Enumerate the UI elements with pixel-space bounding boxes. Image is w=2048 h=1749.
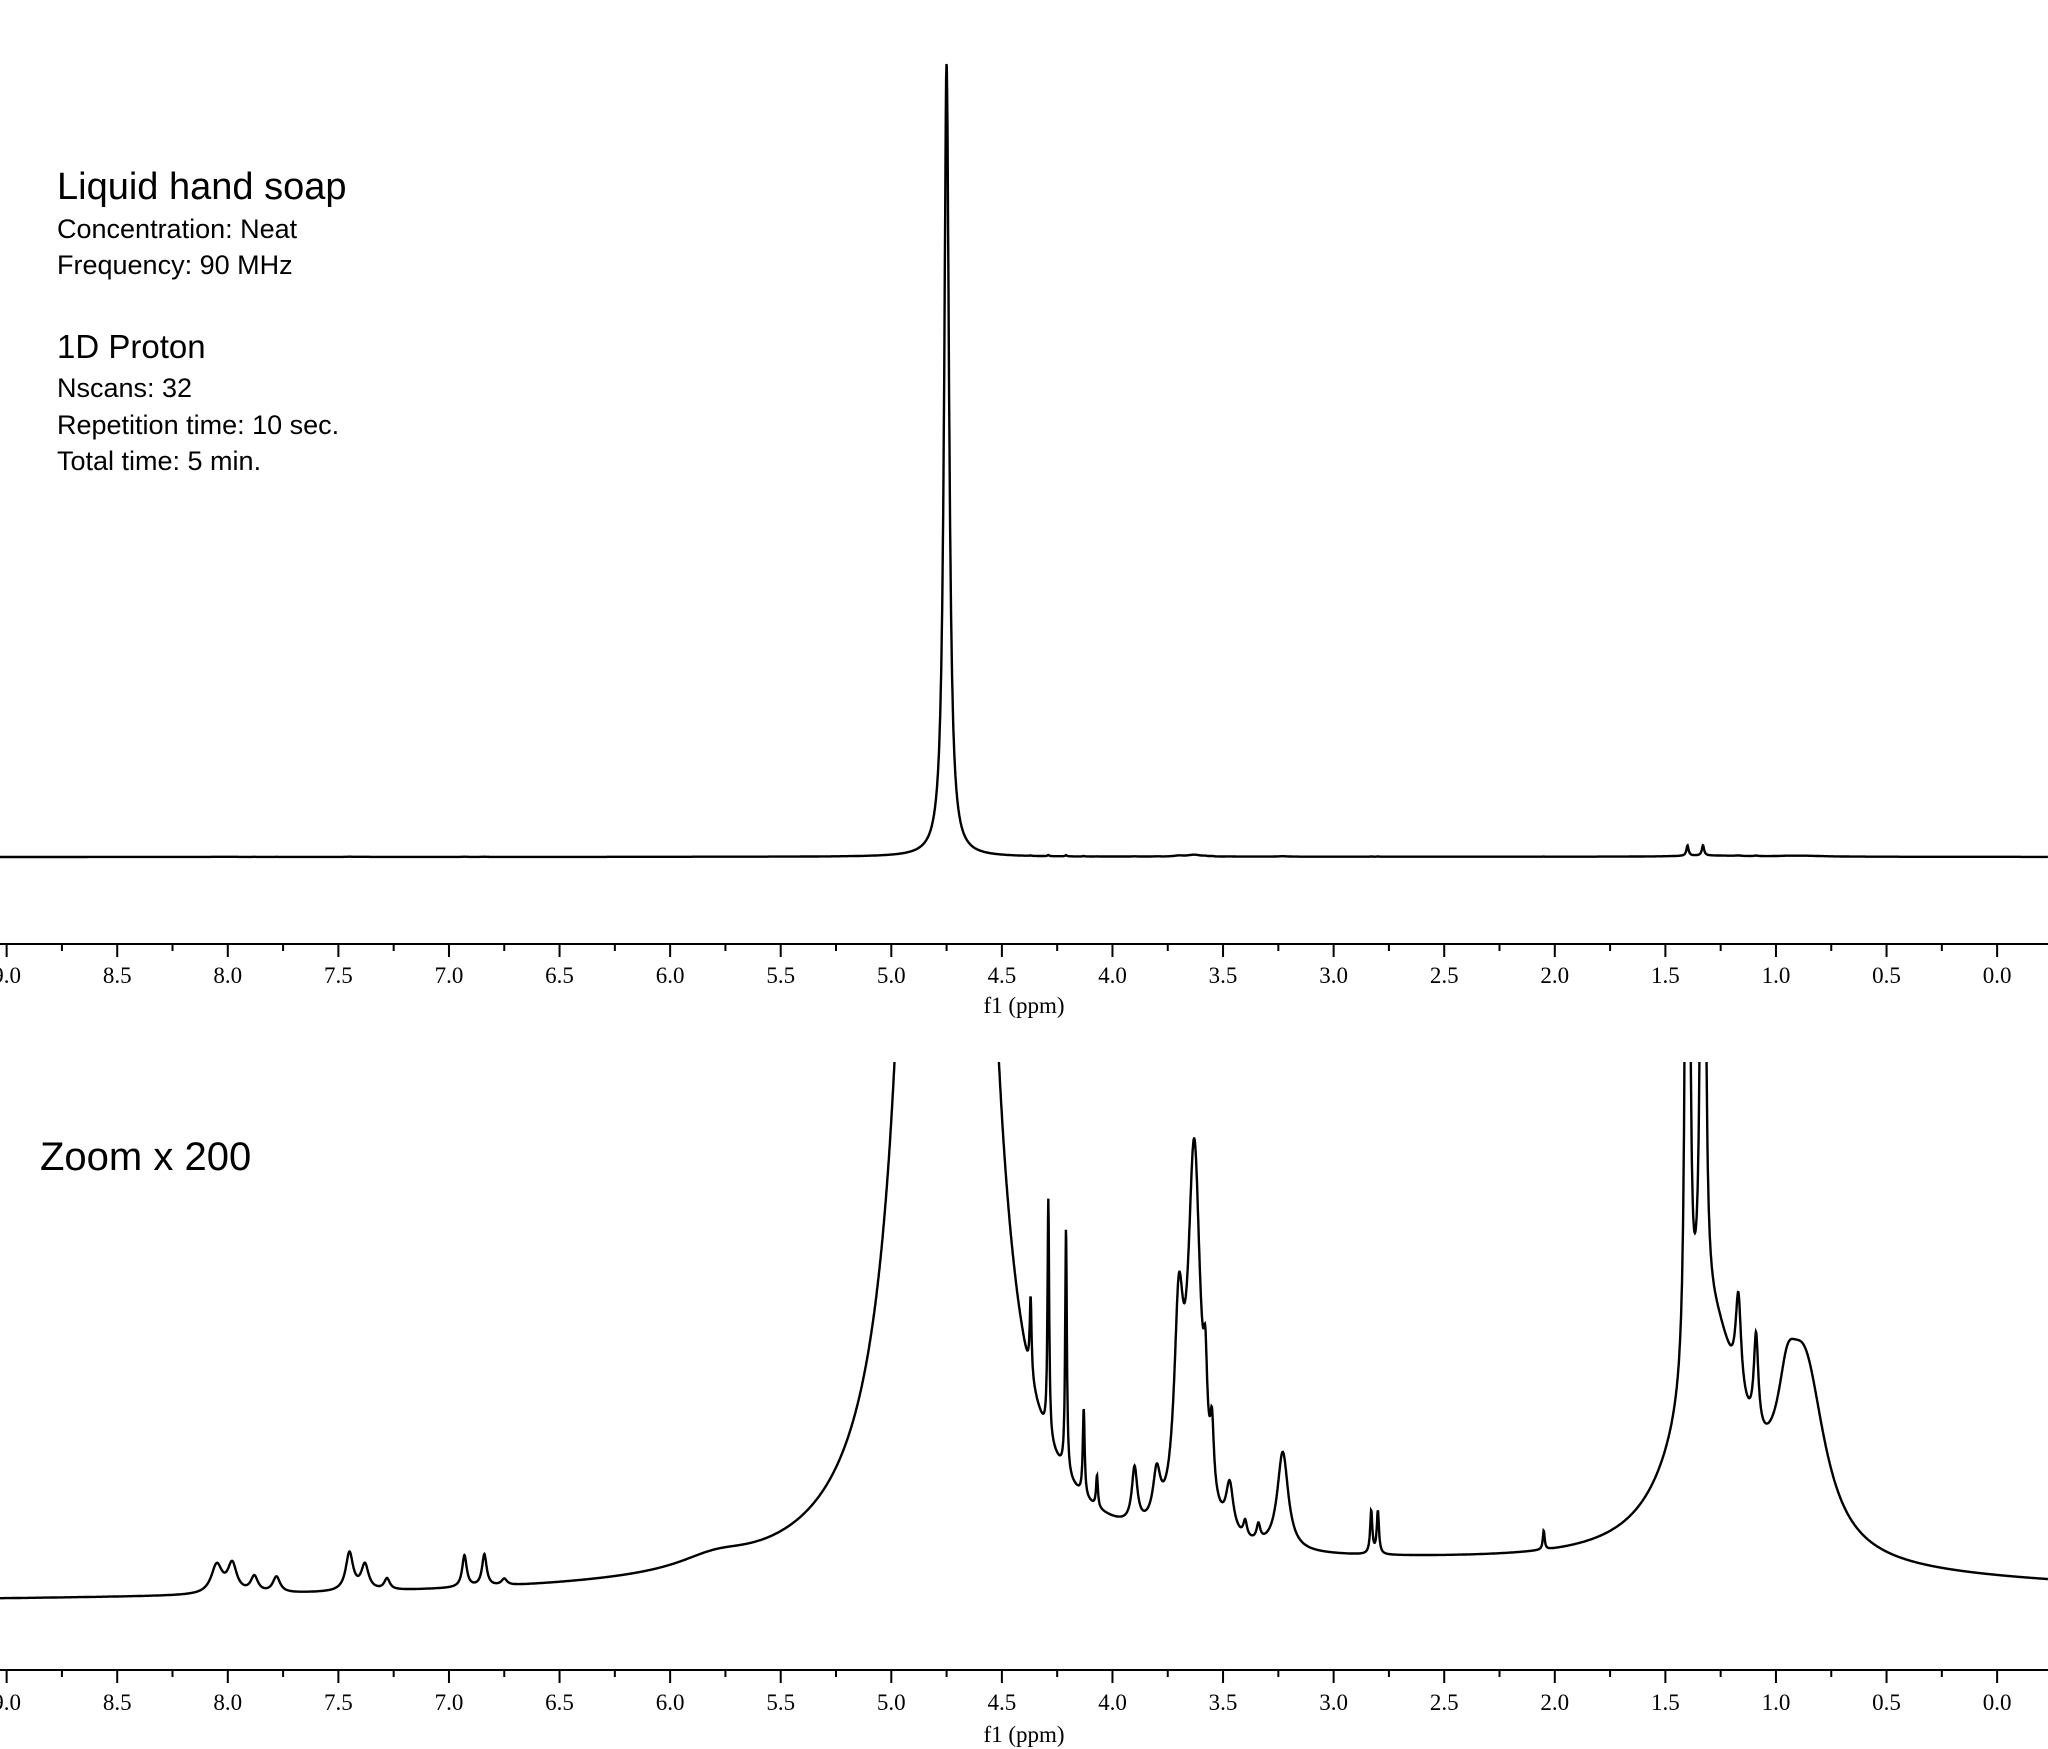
repetition-time-text: Repetition time: 10 sec. [57, 410, 339, 440]
x-tick-label: 6.5 [545, 963, 574, 988]
x-tick-label: 8.5 [103, 963, 132, 988]
spectrum-trace-full [0, 63, 2048, 859]
zoom-label: Zoom x 200 [40, 1135, 251, 1179]
total-time-text: Total time: 5 min. [57, 446, 261, 476]
x-tick-label: 3.0 [1319, 1690, 1348, 1715]
x-tick-label: 2.0 [1540, 1690, 1569, 1715]
frequency-text: Frequency: 90 MHz [57, 250, 293, 280]
x-tick-label: 8.0 [213, 963, 242, 988]
x-tick-label: 1.0 [1762, 1690, 1791, 1715]
x-tick-label: 2.5 [1430, 963, 1459, 988]
x-tick-label: 8.0 [213, 1690, 242, 1715]
annotation-block: Liquid hand soap Concentration: Neat Fre… [40, 166, 346, 1179]
x-tick-label: 7.5 [324, 963, 353, 988]
x-tick-label: 0.0 [1983, 963, 2012, 988]
x-axis-title-top: f1 (ppm) [983, 993, 1064, 1018]
spectrum-trace-zoom [0, 1062, 2048, 1600]
x-axis-title-bottom: f1 (ppm) [983, 1722, 1064, 1747]
x-tick-label: 3.0 [1319, 963, 1348, 988]
x-tick-label: 4.5 [988, 1690, 1017, 1715]
sample-title: Liquid hand soap [57, 166, 346, 208]
x-tick-label: 4.5 [988, 963, 1017, 988]
x-tick-label: 7.5 [324, 1690, 353, 1715]
x-tick-label: 1.0 [1762, 963, 1791, 988]
x-tick-label: 5.0 [877, 1690, 906, 1715]
x-tick-label: 6.0 [656, 963, 685, 988]
concentration-text: Concentration: Neat [57, 214, 298, 244]
x-tick-label: 7.0 [435, 963, 464, 988]
x-tick-label: 0.5 [1872, 963, 1901, 988]
x-tick-label: 6.5 [545, 1690, 574, 1715]
x-tick-label: 5.5 [766, 963, 795, 988]
x-tick-label: 4.0 [1098, 1690, 1127, 1715]
x-tick-label: 8.5 [103, 1690, 132, 1715]
x-tick-label: 5.5 [766, 1690, 795, 1715]
x-tick-label: 0.5 [1872, 1690, 1901, 1715]
x-tick-label: 5.0 [877, 963, 906, 988]
x-tick-label: 3.5 [1209, 1690, 1238, 1715]
x-tick-label: 6.0 [656, 1690, 685, 1715]
x-tick-label: 7.0 [435, 1690, 464, 1715]
experiment-title: 1D Proton [57, 328, 206, 365]
x-tick-label: 9.0 [0, 963, 21, 988]
x-tick-label: 9.0 [0, 1690, 21, 1715]
x-tick-label: 2.5 [1430, 1690, 1459, 1715]
x-tick-label: 2.0 [1540, 963, 1569, 988]
spectrum-panel-full: 9.0 8.5 8.0 7.5 7.0 6.5 6.0 5.5 5.0 4.5 4.0 3.5 3.0 2… [0, 63, 2048, 1018]
x-tick-label: 1.5 [1651, 1690, 1680, 1715]
x-tick-label: 0.0 [1983, 1690, 2012, 1715]
nscans-text: Nscans: 32 [57, 373, 192, 403]
x-tick-label: 3.5 [1209, 963, 1238, 988]
x-axis-bottom: 9.0 8.5 8.0 7.5 7.0 6.5 6.0 5.5 5.0 4.5 4.0 3.5 3.0 2… [0, 1669, 2048, 1715]
x-axis-top: 9.0 8.5 8.0 7.5 7.0 6.5 6.0 5.5 5.0 4.5 4.0 3.5 3.0 2… [0, 943, 2048, 988]
x-tick-label: 1.5 [1651, 963, 1680, 988]
x-tick-label: 4.0 [1098, 963, 1127, 988]
